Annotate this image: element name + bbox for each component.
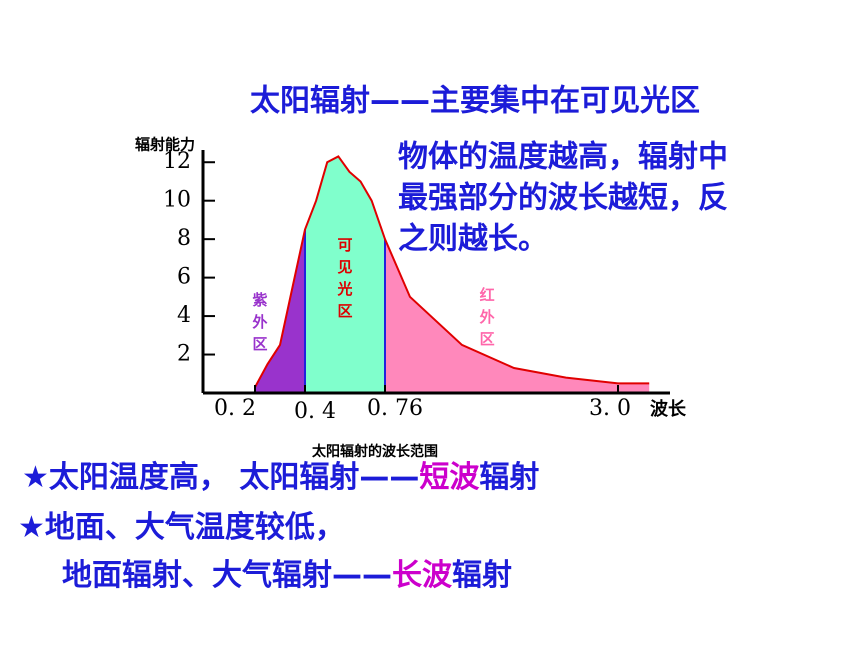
bullet-line: 地面辐射、大气辐射——长波辐射 bbox=[62, 558, 512, 593]
region-label: 紫外区 bbox=[251, 291, 267, 353]
region-fill bbox=[305, 156, 385, 393]
bullet-segment: 辐射 bbox=[479, 460, 539, 495]
y-tick-label: 12 bbox=[163, 149, 191, 174]
region-fill bbox=[255, 229, 305, 393]
bullet-segment: 辐射 bbox=[452, 558, 512, 593]
chart-caption: 太阳辐射的波长范围 bbox=[312, 443, 438, 460]
x-tick-label: 0. 4 bbox=[294, 399, 336, 424]
y-tick-label: 2 bbox=[177, 342, 191, 367]
note-line: 之则越长。 bbox=[398, 222, 548, 257]
note-line: 最强部分的波长越短，反 bbox=[398, 181, 728, 216]
bullet-segment: 地面辐射、大气辐射—— bbox=[62, 558, 392, 593]
bullet-line: ★地面、大气温度较低， bbox=[18, 510, 345, 545]
y-tick-label: 6 bbox=[177, 265, 191, 290]
y-tick-label: 4 bbox=[177, 303, 191, 328]
bullet-segment: 长波 bbox=[392, 558, 453, 593]
x-tick-label: 0. 76 bbox=[367, 396, 423, 421]
x-tick-label: 0. 2 bbox=[214, 396, 256, 421]
x-tick-label: 3. 0 bbox=[589, 396, 631, 421]
radiation-curve bbox=[254, 155, 650, 388]
y-axis-title: 辐射能力 bbox=[135, 136, 195, 154]
x-axis-title: 波长 bbox=[650, 398, 687, 420]
bullet-segment: 短波 bbox=[419, 460, 480, 495]
slide-title: 太阳辐射——主要集中在可见光区 bbox=[250, 84, 700, 119]
note-line: 物体的温度越高，辐射中 bbox=[398, 140, 728, 175]
region-label: 红外区 bbox=[479, 286, 495, 348]
region-fill bbox=[385, 239, 650, 393]
bullet-segment: ★太阳温度高， 太阳辐射—— bbox=[22, 460, 419, 495]
y-tick-label: 10 bbox=[163, 188, 191, 213]
bullet-segment: ★地面、大气温度较低， bbox=[18, 510, 345, 545]
region-label: 可见光区 bbox=[336, 236, 352, 320]
bullet-line: ★太阳温度高， 太阳辐射——短波辐射 bbox=[22, 460, 539, 495]
y-tick-label: 8 bbox=[177, 226, 191, 251]
